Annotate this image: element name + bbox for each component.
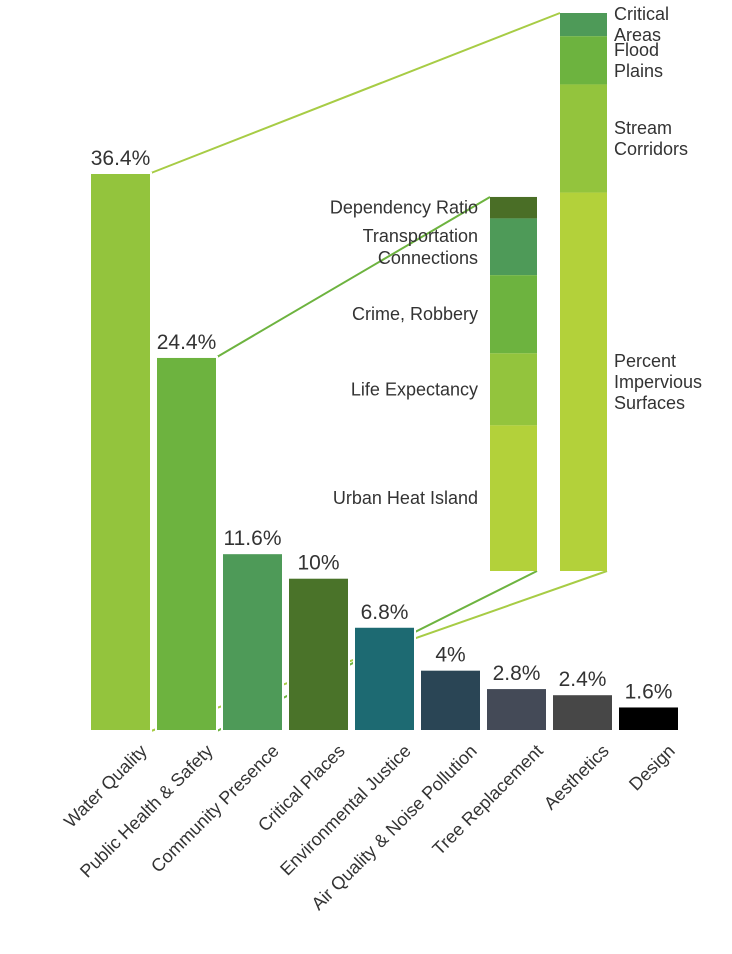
- value-label-critical-places: 10%: [297, 552, 339, 575]
- category-label-aesthetics: Aesthetics: [540, 741, 613, 814]
- value-label-community-presence: 11.6%: [224, 527, 282, 550]
- segment-water-quality-percent-impervious-surfaces: [560, 192, 607, 571]
- bar-critical-places: [287, 576, 350, 733]
- connector-top-0: [150, 12, 561, 174]
- segment-public-health-and-safety-urban-heat-island: [490, 425, 537, 571]
- segment-public-health-and-safety-dependency-ratio: [490, 196, 537, 219]
- segment-label-dependency-ratio: Dependency Ratio: [330, 198, 478, 218]
- value-label-air-quality-and-noise-pollution: 4%: [435, 644, 465, 667]
- bar-public-health-and-safety: [155, 355, 218, 732]
- breakdown-stacks: [490, 13, 607, 571]
- segment-water-quality-stream-corridors: [560, 84, 607, 193]
- segment-water-quality-flood-plains: [560, 36, 607, 85]
- value-label-public-health-and-safety: 24.4%: [157, 331, 217, 354]
- bar-community-presence: [221, 552, 284, 733]
- segment-public-health-and-safety-transportation-connections: [490, 218, 537, 276]
- bar-air-quality-and-noise-pollution: [419, 668, 482, 733]
- bar-tree-replacement: [485, 687, 548, 732]
- segment-label-life-expectancy: Life Expectancy: [351, 379, 478, 399]
- category-label-public-health-and-safety: Public Health & Safety: [76, 741, 217, 882]
- value-label-environmental-justice: 6.8%: [361, 601, 409, 624]
- segment-label-urban-heat-island: Urban Heat Island: [333, 488, 478, 508]
- category-label-community-presence: Community Presence: [147, 741, 283, 877]
- value-label-water-quality: 36.4%: [91, 147, 151, 170]
- segment-label-crime-robbery: Crime, Robbery: [352, 304, 478, 324]
- main-bars: [89, 172, 680, 733]
- segment-label-percent-impervious-surfaces: Percent Impervious Surfaces: [614, 351, 702, 413]
- value-label-tree-replacement: 2.8%: [493, 662, 541, 685]
- value-label-design: 1.6%: [625, 680, 673, 703]
- segment-label-critical-areas: Critical Areas: [614, 4, 669, 45]
- bar-design: [617, 705, 680, 733]
- value-label-aesthetics: 2.4%: [559, 668, 607, 691]
- bar-aesthetics: [551, 693, 614, 733]
- bar-water-quality: [89, 172, 152, 732]
- category-label-tree-replacement: Tree Replacement: [428, 741, 546, 859]
- bar-environmental-justice: [353, 625, 416, 732]
- segment-label-flood-plains: Flood Plains: [614, 40, 663, 81]
- segment-public-health-and-safety-life-expectancy: [490, 353, 537, 426]
- segment-public-health-and-safety-crime-robbery: [490, 275, 537, 354]
- category-label-design: Design: [625, 741, 679, 795]
- connector-top-1: [216, 196, 491, 358]
- segment-water-quality-critical-areas: [560, 13, 607, 37]
- segment-label-stream-corridors: Stream Corridors: [614, 118, 688, 159]
- segment-label-transportation-connections: Transportation Connections: [363, 226, 478, 268]
- category-label-environmental-justice: Environmental Justice: [276, 741, 415, 880]
